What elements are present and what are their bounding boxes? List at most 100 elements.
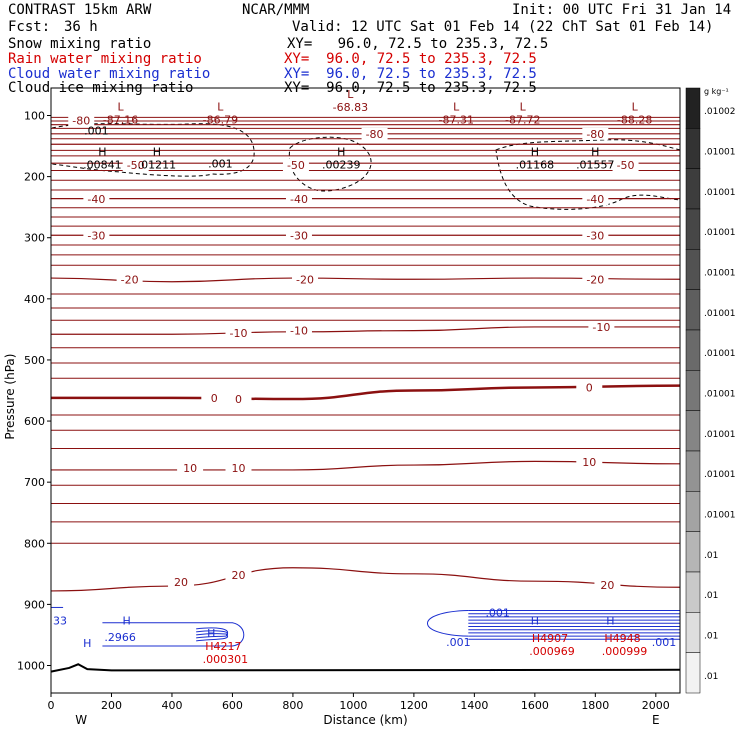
colorbar-label: .01001	[704, 349, 736, 359]
upper-extrema: L-87.16L-86.79L-68.83 L-87.31L-87.72L-88.…	[83, 88, 652, 171]
fcst-value: 36 h	[64, 19, 98, 35]
cloud-water-label: .001	[446, 636, 471, 649]
isotherm-label: 20	[600, 579, 614, 592]
x-tick-label: 1600	[521, 699, 549, 712]
extremum-value: .01557	[576, 159, 615, 172]
isotherm-label: -30	[87, 229, 105, 242]
extremum-value: -88.28	[617, 113, 652, 126]
colorbar-label: .01001	[704, 228, 736, 238]
legend-cloud-water-name: Cloud water mixing ratio	[8, 66, 211, 82]
x-tick-label: 1800	[581, 699, 609, 712]
colorbar-label: .01001	[704, 430, 736, 440]
extremum-kind: L	[217, 100, 224, 113]
isotherm-label: -40	[87, 193, 105, 206]
colorbar-swatch	[685, 168, 701, 210]
colorbar-swatch	[685, 329, 701, 371]
y-tick-label: 700	[24, 476, 45, 489]
fcst-label: Fcst:	[8, 19, 51, 35]
y-tick-label: 100	[24, 110, 45, 123]
y-tick-label: 300	[24, 232, 45, 245]
rain-extremum: H4907	[532, 632, 568, 645]
isotherm-label: 20	[231, 569, 245, 582]
colorbar-swatch	[685, 289, 701, 331]
valid-time: Valid: 12 UTC Sat 01 Feb 14 (22 ChT Sat …	[292, 19, 714, 35]
colorbar: .01002 .01001 .01001 .01001 .01001 .01001 .010…	[685, 87, 736, 694]
colorbar-label: .01001	[704, 309, 736, 319]
x-tick-label: 1000	[339, 699, 367, 712]
isotherm-label: -10	[592, 321, 610, 334]
colorbar-label: .01002	[704, 107, 736, 117]
cloud-water-label: .001	[485, 607, 510, 620]
y-tick-label: 900	[24, 598, 45, 611]
colorbar-swatch	[685, 491, 701, 532]
extremum-kind: L	[632, 100, 639, 113]
isotherm-label: -50	[617, 159, 635, 172]
isotherm-label-bg	[582, 193, 609, 206]
rain-value: .000999	[602, 645, 648, 658]
isotherm-label: -80	[72, 114, 90, 127]
x-tick-label: 800	[282, 699, 303, 712]
y-tick-label: 800	[24, 537, 45, 550]
isotherm-label-bg	[285, 324, 312, 337]
colorbar-swatch	[685, 450, 701, 492]
terrain-line	[50, 663, 681, 673]
extremum-value: .01168	[516, 159, 555, 172]
cloud-water-label: .001	[652, 636, 677, 649]
isotherm-label-bg	[582, 127, 609, 140]
extremum-value: .00841	[83, 159, 122, 172]
x-axis-label: Distance (km)	[323, 713, 407, 727]
isotherm-label-bg	[292, 273, 319, 286]
y-tick-label: 500	[24, 354, 45, 367]
isotherm-label-bg	[116, 273, 143, 286]
isotherm-label: -10	[230, 327, 248, 340]
isotherm-label-bg	[225, 462, 252, 475]
rain-extremum: H4217	[205, 640, 241, 653]
isotherm-label-bg	[225, 393, 252, 406]
isotherm-label-bg	[576, 381, 603, 394]
isotherm-label-bg	[225, 327, 252, 340]
extremum-value: -87.72	[505, 113, 540, 126]
cloud-water-label: .2966	[104, 631, 136, 644]
cloud-water-h: H	[83, 637, 91, 650]
init-time: Init: 00 UTC Fri 31 Jan 14	[512, 2, 732, 18]
temperature-isotherms: -80 -80 -80 -50 -50 -50 -40 -40 -40 -30 -30 -30 -20 -…	[50, 114, 681, 592]
cloud-water-extremum-kind: H	[207, 627, 215, 640]
cloud-water-contour	[196, 634, 229, 642]
isotherm-label: 10	[183, 462, 197, 475]
rain-value: .000969	[529, 645, 575, 658]
extremum-value: .01211	[138, 159, 177, 172]
colorbar-label: .01001	[704, 511, 736, 521]
y-tick-label: 600	[24, 415, 45, 428]
colorbar-label: .01001	[704, 390, 736, 400]
isotherm-label-bg	[83, 193, 110, 206]
isotherm-label: -40	[290, 193, 308, 206]
cloud-ice-contour-center	[288, 136, 372, 192]
colorbar-swatch	[685, 612, 701, 653]
colorbar-label: .01001	[704, 188, 736, 198]
isotherm-label: 20	[174, 576, 188, 589]
extremum-kind: L	[347, 88, 354, 101]
isotherm-label-bg	[285, 193, 312, 206]
isotherm-label: -80	[586, 128, 604, 141]
rain-extremum: H4948	[604, 632, 640, 645]
plot-frame	[50, 87, 681, 694]
org-label: NCAR/MMM	[242, 2, 310, 18]
y-tick-label: 400	[24, 293, 45, 306]
isotherm-label-bg	[282, 159, 309, 171]
isotherm-20	[50, 567, 681, 592]
cloud-water-contour	[196, 633, 229, 636]
extremum-kind: L	[453, 100, 460, 113]
isotherm-0	[50, 384, 681, 401]
isotherm-label-bg	[582, 229, 609, 242]
isotherm-label-bg	[68, 114, 95, 127]
isotherm-label: -20	[121, 273, 139, 286]
isotherm-label-bg	[201, 391, 228, 404]
isotherm-label: -80	[366, 128, 384, 141]
colorbar-label: .01	[704, 551, 718, 561]
legend-cloud-water-xy: XY= 96.0, 72.5 to 235.3, 72.5	[284, 66, 537, 82]
colorbar-swatch	[685, 531, 701, 573]
isotherm-label: -20	[586, 273, 604, 286]
isotherm-m20	[50, 277, 681, 283]
